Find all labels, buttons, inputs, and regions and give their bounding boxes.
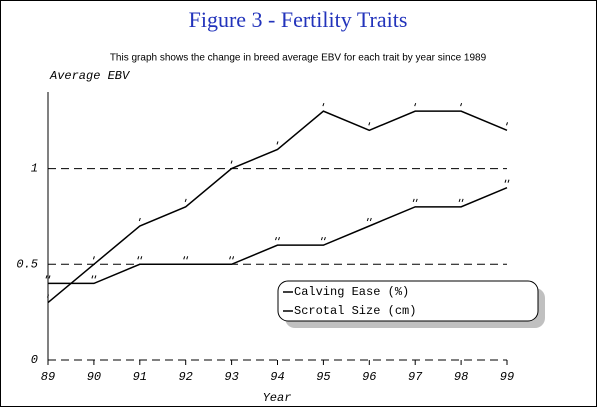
x-tick-label: 95 [316,370,330,384]
point-marker [138,217,141,222]
point-marker [507,179,510,183]
chart-subtitle: This graph shows the change in breed ave… [110,53,487,64]
point-marker [186,256,189,260]
series-line [48,187,508,285]
y-tick-label: 1 [31,162,38,176]
point-marker [368,122,371,126]
point-marker [92,256,95,260]
x-tick-label: 92 [178,370,192,384]
x-tick-label: 97 [408,370,423,384]
x-tick-label: 99 [500,370,514,384]
series-line [47,110,508,304]
point-marker [48,275,51,279]
point-marker [460,102,463,107]
x-tick-label: 94 [270,370,284,384]
x-tick-label: 89 [41,370,55,384]
point-marker [414,102,417,107]
point-marker [320,236,323,241]
point-marker [230,160,233,164]
point-marker [323,236,326,241]
x-tick-label: 90 [87,370,101,384]
y-tick-label: 0 [31,353,38,367]
point-marker [415,198,418,203]
y-tick-label: 0.5 [16,257,38,271]
point-marker [504,179,507,183]
point-marker [412,198,415,203]
point-marker [140,256,143,260]
point-marker [278,236,280,241]
x-tick-label: 96 [362,370,376,384]
point-marker [94,275,97,279]
point-marker [458,198,461,203]
point-marker [369,217,372,222]
point-marker [91,275,94,279]
point-marker [232,256,235,260]
y-axis-label: Average EBV [49,69,131,83]
point-marker [184,198,187,203]
point-marker [275,236,277,241]
legend [277,280,539,322]
point-marker [366,217,369,222]
point-marker [461,198,464,203]
x-axis-label: Year [263,391,292,405]
x-tick-label: 98 [454,370,468,384]
point-marker [137,256,140,260]
x-tick-label: 93 [224,370,238,384]
point-marker [276,141,279,145]
point-marker [47,294,49,298]
point-marker [45,275,48,279]
legend-label: Scrotal Size (cm) [294,304,416,318]
x-tick-label: 91 [133,370,147,384]
point-marker [506,122,508,126]
point-marker [229,256,232,260]
point-marker [183,256,186,260]
point-marker [322,102,325,107]
chart-title: Figure 3 - Fertility Traits [189,7,408,32]
legend-label: Calving Ease (%) [294,285,409,299]
